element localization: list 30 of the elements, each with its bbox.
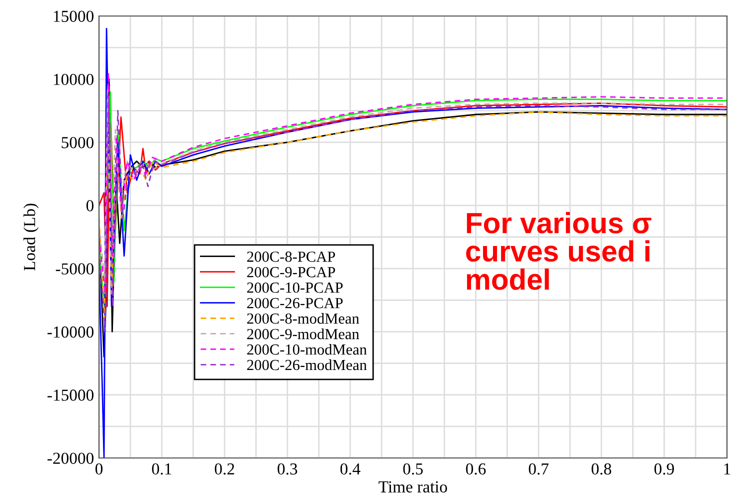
x-axis-title: Time ratio	[378, 481, 448, 492]
legend-label: 200C-10-modMean	[247, 344, 367, 355]
legend-label: 200C-9-modMean	[247, 328, 360, 340]
x-tick-label: 1	[724, 463, 730, 474]
x-tick-label: 0.4	[340, 463, 360, 475]
x-tick-label: 0.8	[592, 463, 612, 475]
x-tick-label: 0.5	[403, 463, 423, 475]
y-tick-label: 10000	[54, 74, 94, 86]
y-tick-label: 0	[86, 200, 94, 212]
y-tick-label: -5000	[56, 263, 94, 275]
legend-label: 200C-8-PCAP	[247, 252, 336, 262]
legend-label: 200C-8-modMean	[247, 312, 360, 324]
x-tick-label: 0.9	[654, 463, 674, 475]
legend-label: 200C-10-PCAP	[247, 282, 343, 293]
x-tick-label: 0.6	[466, 463, 486, 475]
x-tick-label: 0.7	[528, 463, 549, 475]
x-tick-label: 0.2	[214, 463, 234, 475]
annotation: For various σ curves used i model	[466, 212, 652, 290]
legend-label: 200C-26-PCAP	[247, 298, 343, 308]
y-tick-label: 5000	[62, 136, 94, 148]
x-tick-label: 0	[95, 463, 103, 475]
y-tick-label: -20000	[48, 452, 94, 464]
y-axis-title: Load (Lb)	[23, 204, 39, 271]
y-tick-label: 15000	[54, 10, 94, 22]
legend-label: 200C-26-modMean	[247, 359, 367, 370]
y-tick-label: -15000	[48, 390, 94, 401]
x-tick-label: 0.3	[278, 463, 298, 475]
x-tick-label: 0.1	[152, 463, 172, 475]
y-tick-label: -10000	[48, 326, 94, 338]
legend-label: 200C-9-PCAP	[247, 267, 336, 278]
